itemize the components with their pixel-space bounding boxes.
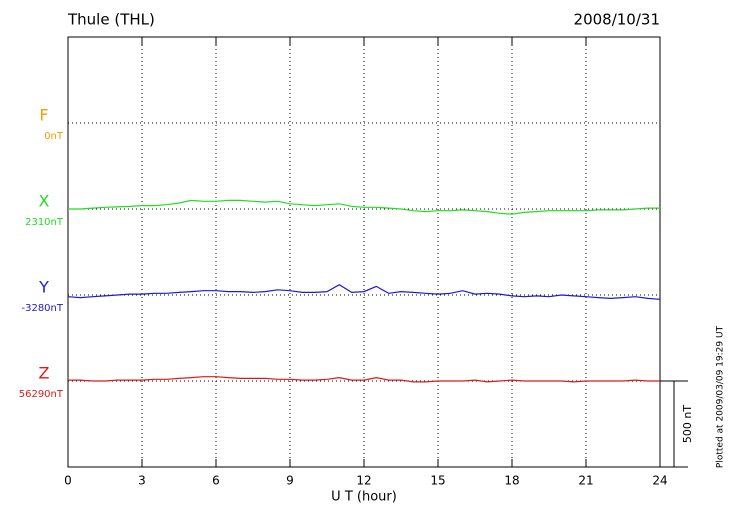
chart-title: Thule (THL) bbox=[67, 11, 155, 29]
series-name: Y bbox=[38, 278, 49, 297]
baseline-label: -3280nT bbox=[21, 303, 63, 314]
baseline-label: 56290nT bbox=[19, 389, 64, 400]
x-tick-label: 12 bbox=[356, 474, 371, 488]
series-name: X bbox=[39, 192, 50, 211]
series-line bbox=[67, 284, 661, 300]
x-axis-label: U T (hour) bbox=[331, 490, 397, 505]
x-tick-label: 18 bbox=[504, 474, 519, 488]
x-tick-label: 3 bbox=[138, 474, 146, 488]
x-tick-label: 9 bbox=[286, 474, 294, 488]
chart-date: 2008/10/31 bbox=[574, 11, 660, 29]
x-tick-label: 21 bbox=[578, 474, 593, 488]
series-name: Z bbox=[39, 364, 50, 383]
x-tick-label: 6 bbox=[212, 474, 220, 488]
series-name: F bbox=[39, 106, 48, 125]
x-tick-label: 15 bbox=[430, 474, 445, 488]
baseline-label: 2310nT bbox=[25, 217, 64, 228]
series-line bbox=[68, 199, 660, 215]
baseline-label: 0nT bbox=[44, 131, 64, 142]
x-tick-label: 24 bbox=[652, 474, 667, 488]
x-tick-label: 0 bbox=[64, 474, 72, 488]
footnote: Plotted at 2009/03/09 19:29 UT bbox=[716, 325, 726, 468]
series-line bbox=[68, 376, 660, 383]
scale-bar-label: 500 nT bbox=[681, 405, 694, 443]
